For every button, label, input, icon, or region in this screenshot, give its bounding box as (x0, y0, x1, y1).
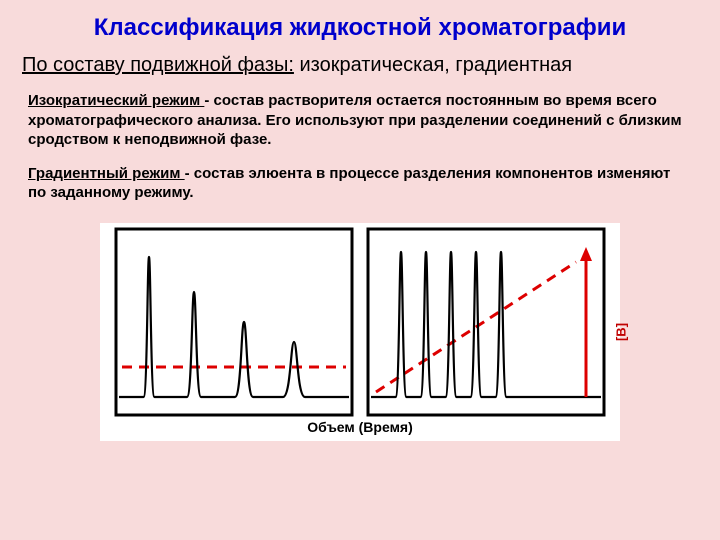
y-axis-label: [B] (613, 322, 628, 340)
subtitle: По составу подвижной фазы: изократическа… (0, 50, 720, 87)
x-axis-label: Объем (Время) (104, 417, 616, 437)
isocratic-chromatogram (114, 227, 354, 417)
para2-underline: Градиентный режим (28, 165, 185, 182)
para1-underline: Изократический режим (28, 92, 204, 109)
subtitle-underline: По составу подвижной фазы: (22, 54, 294, 76)
paragraph-gradient: Градиентный режим - состав элюента в про… (0, 160, 720, 213)
subtitle-rest: изократическая, градиентная (294, 54, 572, 76)
paragraph-isocratic: Изократический режим - состав растворите… (0, 87, 720, 160)
page-title: Классификация жидкостной хроматографии (0, 0, 720, 50)
gradient-chromatogram (366, 227, 606, 417)
figure-container: Объем (Время) [B] (100, 223, 620, 441)
